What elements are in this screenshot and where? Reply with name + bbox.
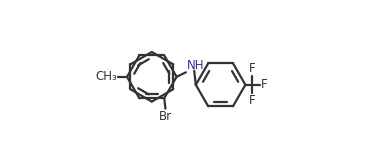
Text: NH: NH [186, 59, 204, 72]
Text: F: F [248, 94, 255, 107]
Text: Br: Br [159, 110, 172, 123]
Text: F: F [261, 78, 268, 91]
Text: CH₃: CH₃ [96, 70, 117, 83]
Text: F: F [248, 62, 255, 75]
